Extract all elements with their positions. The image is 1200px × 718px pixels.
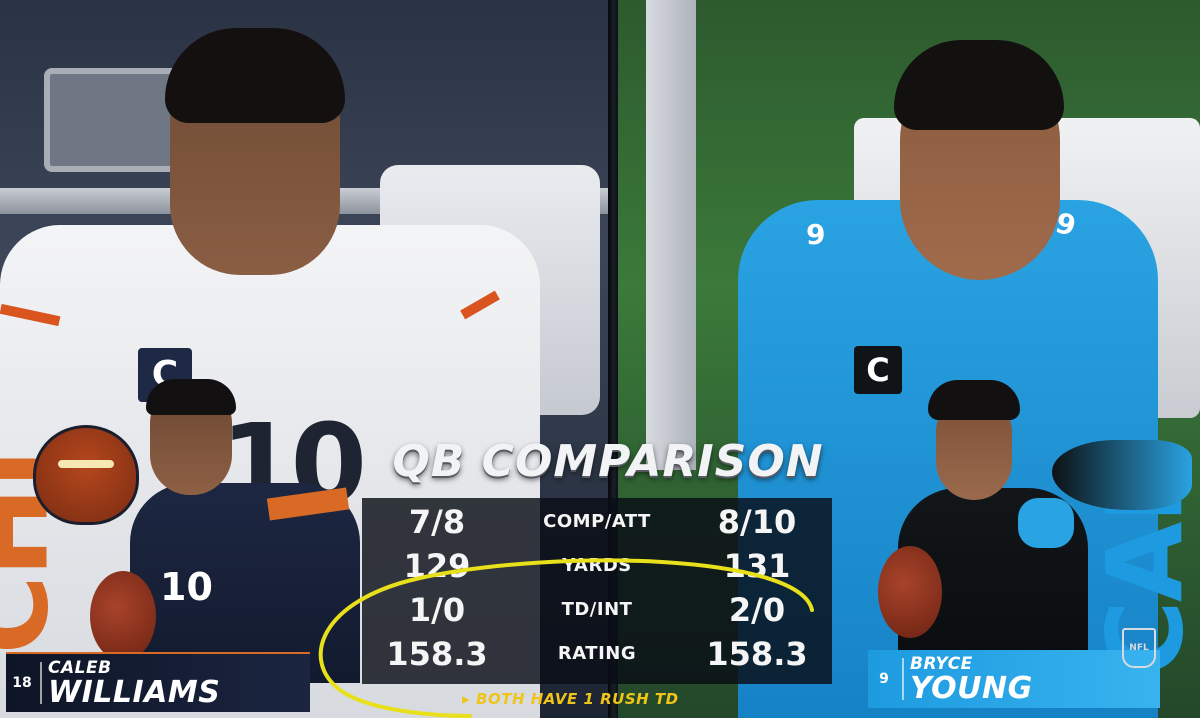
footnote-text: BOTH HAVE 1 RUSH TD	[476, 690, 679, 708]
left-stat-value: 7/8	[408, 503, 466, 541]
panther-head-icon	[1052, 440, 1192, 510]
locker-handle	[44, 68, 182, 172]
play-arrow-icon: ▸	[462, 690, 471, 708]
plate-divider	[902, 658, 904, 700]
cutout-hair	[146, 379, 236, 415]
player-number: 18	[12, 675, 32, 691]
captain-patch-right: C	[854, 346, 902, 394]
graphic-title: QB COMPARISON	[392, 436, 824, 487]
football-icon	[90, 571, 156, 661]
stat-label: TD/INT	[561, 599, 633, 620]
stat-label: COMP/ATT	[543, 511, 651, 532]
left-stat-value: 129	[403, 547, 471, 585]
right-name-plate: 9 BRYCE YOUNG	[868, 650, 1160, 708]
stat-row-rating: 158.3 RATING 158.3	[362, 632, 832, 676]
stat-row-yards: 129 YARDS 131	[362, 544, 832, 588]
left-player-hair	[165, 28, 345, 123]
right-stat-value: 2/0	[728, 591, 786, 629]
stat-row-comp-att: 7/8 COMP/ATT 8/10	[362, 500, 832, 544]
right-player-cutout	[868, 380, 1088, 680]
football-icon	[878, 546, 942, 638]
right-stat-value: 158.3	[706, 635, 808, 673]
right-stat-value: 131	[723, 547, 791, 585]
left-stat-value: 158.3	[386, 635, 488, 673]
left-stat-value: 1/0	[408, 591, 466, 629]
bear-head-icon	[33, 425, 139, 525]
player-first-name: CALEB	[48, 658, 112, 678]
graphic-footnote: ▸ BOTH HAVE 1 RUSH TD	[462, 686, 762, 712]
sideline-post	[646, 0, 696, 470]
player-last-name: YOUNG	[910, 671, 1033, 706]
right-player-hair	[894, 40, 1064, 130]
cutout-jersey-number: 10	[160, 565, 213, 609]
player-first-name: BRYCE	[910, 654, 973, 674]
right-stat-value: 8/10	[717, 503, 797, 541]
plate-divider	[40, 662, 42, 704]
stat-row-td-int: 1/0 TD/INT 2/0	[362, 588, 832, 632]
player-number: 9	[879, 671, 889, 687]
player-last-name: WILLIAMS	[48, 675, 221, 710]
left-player-cutout: 10	[90, 379, 360, 683]
stat-label: RATING	[557, 643, 637, 664]
nfl-shield-icon: NFL	[1122, 628, 1156, 668]
left-name-plate: 18 CALEB WILLIAMS	[6, 652, 310, 712]
right-shoulder-number: 9	[806, 218, 826, 251]
cutout-shoulder-trim	[1018, 498, 1074, 548]
stat-label: YARDS	[562, 555, 632, 576]
bear-eyes	[58, 460, 114, 468]
cutout-hair	[928, 380, 1020, 420]
